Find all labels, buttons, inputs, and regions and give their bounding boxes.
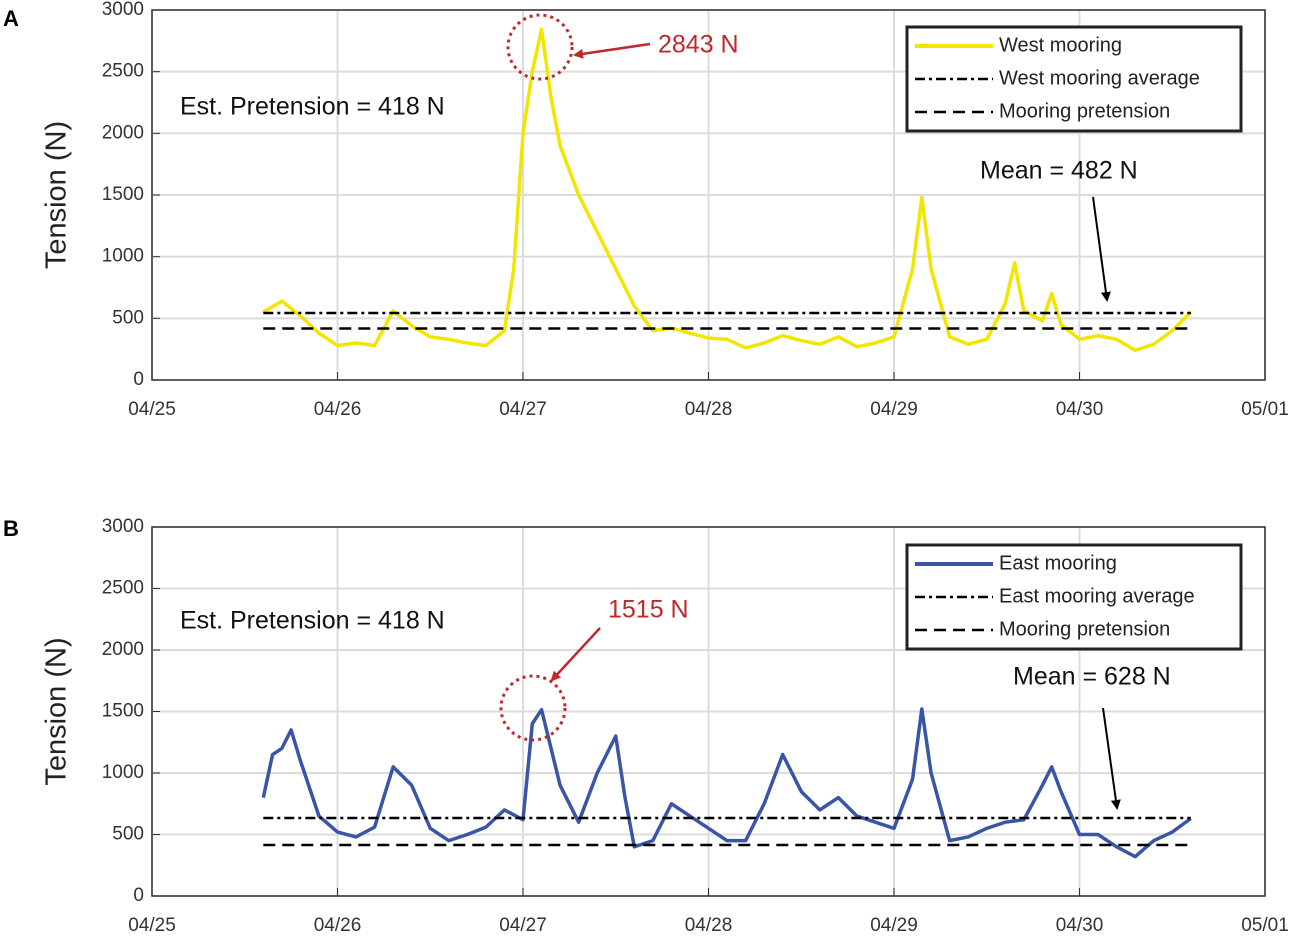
y-tick-label: 2000 [102,122,144,143]
y-tick-label: 2500 [102,61,144,82]
x-tick-label: 04/28 [685,915,733,936]
x-tick-label: 04/29 [870,915,918,936]
y-tick-label: 2500 [102,578,144,599]
plot-frame [151,526,1266,897]
annotation: Mean = 482 N [980,157,1138,185]
panel-label: B [3,516,19,541]
annotation: Mean = 628 N [1013,663,1171,691]
annotation-arrow [573,42,651,59]
legend-label: East mooring average [999,585,1195,607]
annotation-arrow [1102,707,1121,810]
y-axis-label: Tension (N) [41,637,73,785]
annotation-arrow [1092,196,1111,302]
peak-circle [506,13,574,81]
annotation: 2843 N [658,31,739,59]
y-axis-label: Tension (N) [41,121,73,269]
legend-label: East mooring [999,552,1117,574]
series-line [262,27,1193,353]
y-tick-label: 500 [112,307,144,328]
y-tick-label: 0 [133,369,144,390]
y-tick-label: 1500 [102,184,144,205]
annotation: Est. Pretension = 418 N [180,607,445,635]
x-tick-label: 04/26 [314,399,362,420]
annotation: Est. Pretension = 418 N [180,93,445,121]
y-tick-label: 1500 [102,701,144,722]
y-tick-label: 0 [133,885,144,906]
x-tick-label: 04/25 [128,399,176,420]
legend-label: West mooring [999,34,1122,56]
y-tick-label: 1000 [102,246,144,267]
x-tick-label: 04/29 [870,399,918,420]
x-tick-label: 05/01 [1241,399,1289,420]
y-tick-label: 500 [112,824,144,845]
x-tick-label: 05/01 [1241,915,1289,936]
y-tick-label: 3000 [102,0,144,20]
x-tick-label: 04/27 [499,399,547,420]
panel-label: A [3,6,19,31]
legend-label: West mooring average [999,67,1200,89]
plot-frame [151,9,1266,381]
y-tick-label: 1000 [102,762,144,783]
legend-label: Mooring pretension [999,618,1170,640]
legend-label: Mooring pretension [999,100,1170,122]
x-tick-label: 04/30 [1056,915,1104,936]
x-tick-label: 04/28 [685,399,733,420]
x-tick-label: 04/26 [314,915,362,936]
annotation-arrow [550,627,601,682]
y-tick-label: 3000 [102,516,144,537]
annotation: 1515 N [608,596,689,624]
y-tick-label: 2000 [102,639,144,660]
x-tick-label: 04/27 [499,915,547,936]
series-line [261,707,1192,859]
x-tick-label: 04/30 [1056,399,1104,420]
x-tick-label: 04/25 [128,915,176,936]
peak-circle [499,674,567,742]
